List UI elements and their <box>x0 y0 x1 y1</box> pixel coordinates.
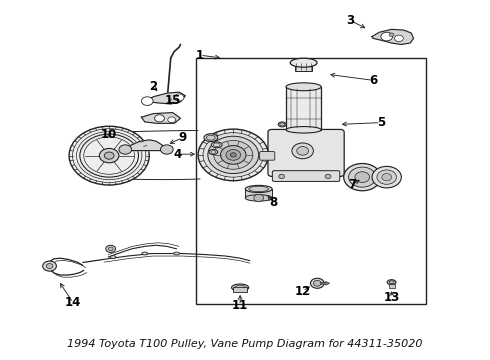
Circle shape <box>382 174 392 181</box>
Bar <box>233 287 247 292</box>
Ellipse shape <box>204 134 218 141</box>
Ellipse shape <box>209 149 218 154</box>
Circle shape <box>389 33 394 37</box>
Circle shape <box>46 264 53 269</box>
Circle shape <box>142 97 153 105</box>
Bar <box>295 63 313 71</box>
Text: 3: 3 <box>346 14 354 27</box>
Circle shape <box>279 174 285 179</box>
Circle shape <box>343 163 381 191</box>
FancyBboxPatch shape <box>268 130 344 176</box>
Circle shape <box>198 129 269 181</box>
Ellipse shape <box>232 284 248 291</box>
Circle shape <box>325 174 331 179</box>
Circle shape <box>168 117 175 123</box>
Circle shape <box>348 167 376 187</box>
Ellipse shape <box>173 252 179 255</box>
Text: 1994 Toyota T100 Pulley, Vane Pump Diagram for 44311-35020: 1994 Toyota T100 Pulley, Vane Pump Diagr… <box>67 339 423 349</box>
Ellipse shape <box>280 123 285 126</box>
FancyArrow shape <box>321 282 330 285</box>
FancyBboxPatch shape <box>272 171 340 181</box>
Text: 4: 4 <box>173 148 182 161</box>
Circle shape <box>106 245 116 252</box>
Ellipse shape <box>235 285 245 290</box>
Circle shape <box>155 115 164 122</box>
Circle shape <box>381 32 392 41</box>
Polygon shape <box>145 92 185 104</box>
Bar <box>196 58 426 304</box>
Ellipse shape <box>211 142 222 148</box>
Polygon shape <box>125 140 167 150</box>
Circle shape <box>311 278 324 288</box>
Circle shape <box>372 166 401 188</box>
Circle shape <box>297 147 309 155</box>
Circle shape <box>43 261 56 271</box>
Circle shape <box>220 145 246 164</box>
Circle shape <box>214 140 253 169</box>
Ellipse shape <box>245 185 272 193</box>
Circle shape <box>377 170 396 184</box>
Text: 6: 6 <box>369 74 377 87</box>
Circle shape <box>69 126 149 185</box>
Text: 15: 15 <box>165 94 181 107</box>
Circle shape <box>99 148 119 163</box>
Ellipse shape <box>278 122 286 127</box>
Circle shape <box>203 133 264 177</box>
Ellipse shape <box>387 280 396 285</box>
Circle shape <box>230 153 236 157</box>
Text: 12: 12 <box>294 285 311 298</box>
Ellipse shape <box>286 127 321 133</box>
Circle shape <box>355 172 369 183</box>
Text: 8: 8 <box>269 196 277 209</box>
Ellipse shape <box>142 252 148 255</box>
Ellipse shape <box>249 186 269 192</box>
Circle shape <box>208 136 259 174</box>
Ellipse shape <box>389 281 394 284</box>
Polygon shape <box>372 30 414 44</box>
Text: 7: 7 <box>348 178 357 191</box>
Text: 11: 11 <box>232 299 248 312</box>
Ellipse shape <box>245 195 272 201</box>
FancyBboxPatch shape <box>260 152 275 160</box>
Text: 10: 10 <box>101 127 117 141</box>
Text: 1: 1 <box>196 49 204 62</box>
Circle shape <box>104 152 114 159</box>
Bar <box>286 87 321 130</box>
Circle shape <box>394 35 403 41</box>
Circle shape <box>174 94 184 101</box>
Bar <box>389 284 394 288</box>
Circle shape <box>160 145 173 154</box>
Ellipse shape <box>286 83 321 91</box>
Circle shape <box>119 145 132 154</box>
Circle shape <box>226 149 241 160</box>
Ellipse shape <box>206 135 215 140</box>
Ellipse shape <box>290 58 317 67</box>
Polygon shape <box>142 113 180 123</box>
Text: 13: 13 <box>384 291 400 304</box>
Circle shape <box>254 194 264 202</box>
Text: 9: 9 <box>178 131 187 144</box>
Circle shape <box>292 143 314 159</box>
Text: 2: 2 <box>149 80 157 93</box>
Ellipse shape <box>110 256 116 258</box>
Circle shape <box>314 280 321 286</box>
Bar <box>245 189 272 198</box>
Circle shape <box>108 247 113 251</box>
Text: 5: 5 <box>377 116 385 129</box>
Text: 14: 14 <box>65 296 81 309</box>
